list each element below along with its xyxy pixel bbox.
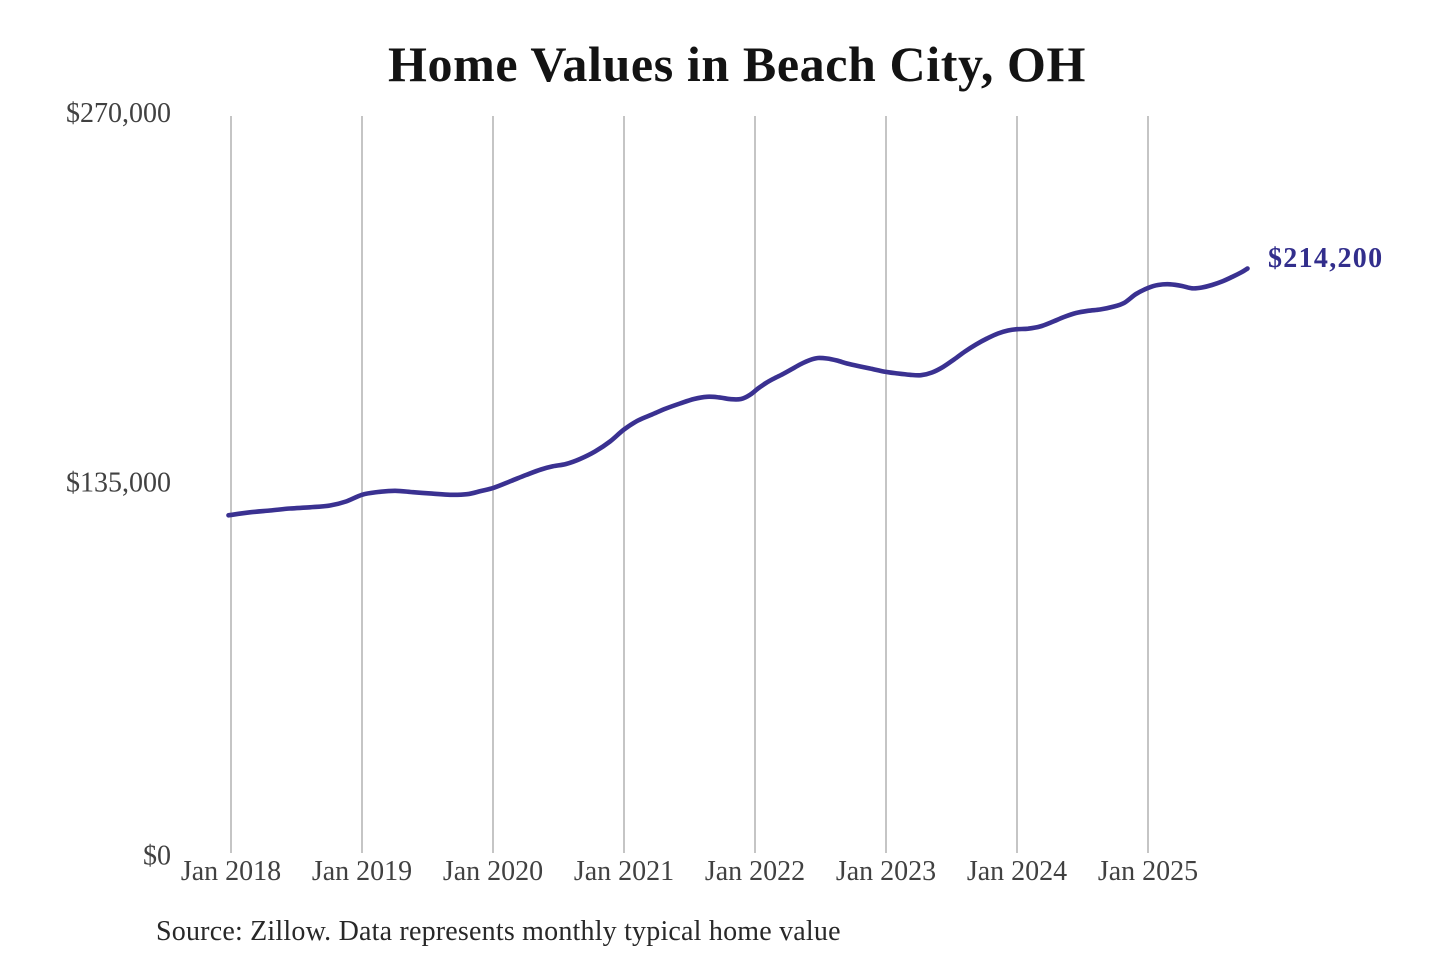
svg-text:Jan 2025: Jan 2025	[1098, 856, 1198, 887]
svg-text:$0: $0	[143, 841, 171, 872]
svg-text:Jan 2020: Jan 2020	[443, 856, 543, 887]
svg-text:Home Values in Beach City, OH: Home Values in Beach City, OH	[388, 36, 1086, 92]
svg-text:Jan 2022: Jan 2022	[705, 856, 805, 887]
svg-text:Source: Zillow. Data represent: Source: Zillow. Data represents monthly …	[156, 916, 841, 947]
svg-text:$270,000: $270,000	[66, 98, 171, 129]
svg-text:Jan 2019: Jan 2019	[312, 856, 412, 887]
svg-text:$214,200: $214,200	[1268, 243, 1383, 274]
svg-text:Jan 2023: Jan 2023	[836, 856, 936, 887]
svg-text:Jan 2021: Jan 2021	[574, 856, 674, 887]
svg-text:$135,000: $135,000	[66, 468, 171, 499]
svg-text:Jan 2024: Jan 2024	[967, 856, 1067, 887]
svg-text:Jan 2018: Jan 2018	[181, 856, 281, 887]
